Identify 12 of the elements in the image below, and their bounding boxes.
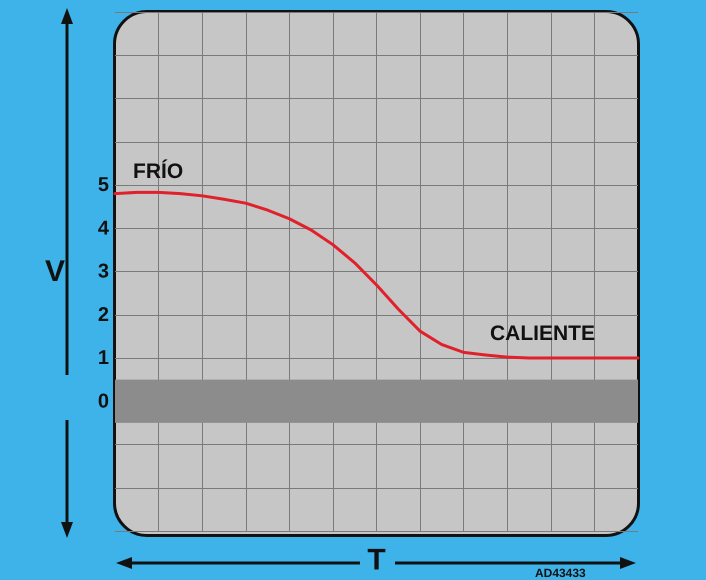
y-tick-label: 2 bbox=[98, 304, 109, 326]
y-axis-title: V bbox=[44, 255, 65, 288]
line-series bbox=[114, 190, 640, 360]
x-axis-title: T bbox=[367, 544, 386, 576]
annotation: CALIENTE bbox=[490, 322, 595, 346]
text: AD43433 bbox=[535, 566, 586, 580]
y-tick-label: 4 bbox=[98, 217, 110, 240]
annotation: FRÍO bbox=[133, 160, 184, 184]
y-tick-label: 3 bbox=[98, 260, 109, 282]
y-tick-label: 5 bbox=[98, 174, 109, 196]
y-tick-label: 0 bbox=[98, 390, 109, 412]
y-tick-label: 1 bbox=[98, 347, 109, 369]
